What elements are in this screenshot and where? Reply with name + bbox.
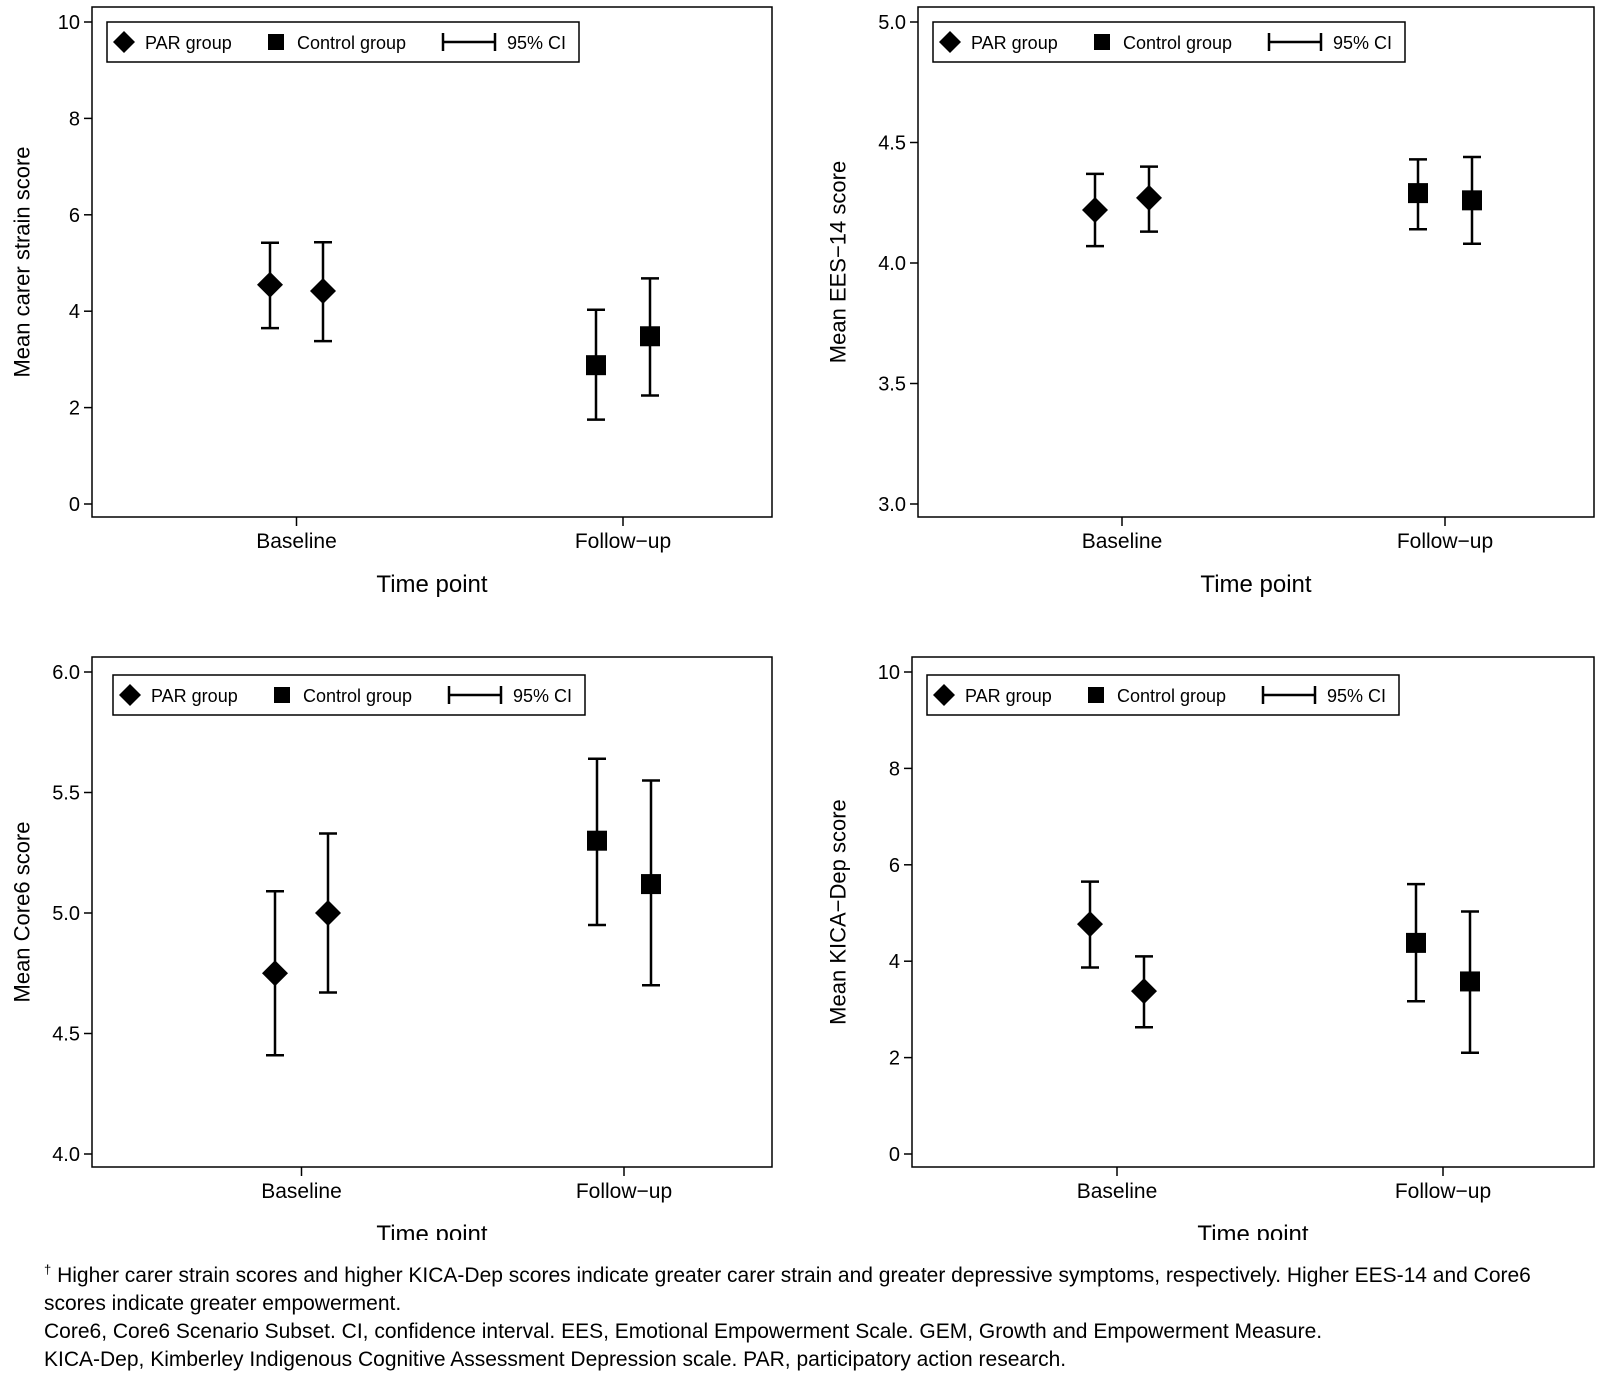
footnote-dagger: †: [44, 1262, 52, 1277]
legend-par-label: PAR group: [145, 33, 232, 53]
par-point: [1136, 184, 1162, 211]
panel-1-legend: PAR group Control group 95% CI: [106, 21, 580, 63]
control-point: [586, 355, 606, 376]
y-axis-label: Mean EES−14 score: [826, 161, 851, 363]
control-point: [641, 874, 661, 895]
y-axis-label: Mean Core6 score: [10, 822, 35, 1003]
y-tick-label: 2: [69, 398, 80, 420]
control-point: [1462, 190, 1482, 211]
y-tick-label: 4.0: [52, 1144, 80, 1166]
control-point: [587, 830, 607, 851]
legend-control-label: Control group: [303, 686, 412, 706]
control-point: [1460, 971, 1480, 992]
legend-control-label: Control group: [1117, 686, 1226, 706]
legend-par-label: PAR group: [151, 686, 238, 706]
legend-par-label: PAR group: [965, 686, 1052, 706]
x-tick-label: Follow−up: [1395, 1180, 1491, 1203]
panel-2-frame: [917, 6, 1595, 518]
legend-control-marker: [268, 34, 284, 50]
y-tick-label: 4: [889, 951, 900, 973]
control-point: [1408, 183, 1428, 204]
par-point: [315, 900, 341, 926]
y-tick-label: 0: [69, 494, 80, 516]
legend-control-marker: [274, 687, 290, 703]
legend-par-marker: [933, 684, 955, 706]
y-tick-label: 3.0: [878, 494, 906, 516]
legend-ci-label: 95% CI: [513, 686, 572, 706]
y-tick-label: 8: [889, 758, 900, 780]
chart-grid: 0 2 4 6 8 10 Mean carer strain score Baseline Fo…: [10, 6, 1595, 1240]
legend-box: [932, 21, 1406, 63]
par-point: [262, 960, 288, 987]
footnote-line-3: KICA-Dep, Kimberley Indigenous Cognitive…: [44, 1348, 1067, 1371]
legend-control-marker: [1088, 687, 1104, 703]
x-axis-label: Time point: [1200, 571, 1311, 598]
y-axis-label: Mean KICA−Dep score: [826, 799, 851, 1025]
control-point: [1406, 932, 1426, 953]
x-axis-label: Time point: [376, 571, 487, 598]
panel-2-legend: PAR group Control group 95% CI: [932, 21, 1406, 63]
panel-1-frame: [91, 6, 773, 518]
par-point: [1131, 978, 1157, 1005]
x-axis-label: Time point: [1197, 1221, 1308, 1240]
par-point: [1077, 911, 1103, 938]
legend-ci-label: 95% CI: [1333, 33, 1392, 53]
y-tick-label: 2: [889, 1048, 900, 1070]
panel-2: 3.0 3.5 4.0 4.5 5.0 Mean EES−14 score Baseline…: [826, 6, 1595, 598]
panel-1: 0 2 4 6 8 10 Mean carer strain score Baseline Fo…: [10, 6, 773, 598]
par-point: [310, 277, 336, 304]
x-tick-label: Baseline: [256, 530, 337, 553]
legend-ci-label: 95% CI: [507, 33, 566, 53]
panel-4-frame: [911, 656, 1595, 1168]
legend-control-label: Control group: [297, 33, 406, 53]
panel-4: 0 2 4 6 8 10 Mean KICA−Dep score Baseline Follow…: [826, 656, 1595, 1240]
x-tick-label: Baseline: [1077, 1180, 1158, 1203]
control-point: [640, 326, 660, 347]
y-tick-label: 5.0: [878, 12, 906, 34]
panel-4-legend: PAR group Control group 95% CI: [926, 674, 1400, 716]
legend-box: [106, 21, 580, 63]
y-tick-label: 0: [889, 1144, 900, 1166]
y-tick-label: 5.5: [52, 783, 80, 805]
footnote-line-1: Higher carer strain scores and higher KI…: [44, 1264, 1531, 1315]
x-tick-label: Baseline: [1082, 530, 1163, 553]
y-tick-label: 4.5: [878, 133, 906, 155]
y-tick-label: 4.0: [878, 253, 906, 275]
legend-par-marker: [113, 31, 135, 53]
legend-control-marker: [1094, 34, 1110, 50]
footnote-line-2: Core6, Core6 Scenario Subset. CI, confid…: [44, 1320, 1323, 1343]
y-tick-label: 3.5: [878, 374, 906, 396]
panel-3-frame: [91, 656, 773, 1168]
x-axis-label: Time point: [376, 1221, 487, 1240]
y-tick-label: 5.0: [52, 903, 80, 925]
legend-ci-label: 95% CI: [1327, 686, 1386, 706]
legend-par-label: PAR group: [971, 33, 1058, 53]
legend-par-marker: [119, 684, 141, 706]
y-tick-label: 6: [889, 855, 900, 877]
y-tick-label: 10: [58, 12, 80, 34]
x-tick-label: Follow−up: [575, 530, 671, 553]
par-point: [1082, 196, 1108, 223]
x-tick-label: Follow−up: [576, 1180, 672, 1203]
legend-control-label: Control group: [1123, 33, 1232, 53]
legend-box: [112, 674, 586, 716]
y-tick-label: 4: [69, 301, 80, 323]
par-point: [257, 271, 283, 298]
panel-3: 4.0 4.5 5.0 5.5 6.0 Mean Core6 score Baseline F…: [10, 656, 773, 1240]
y-tick-label: 6.0: [52, 662, 80, 684]
y-tick-label: 6: [69, 205, 80, 227]
x-tick-label: Baseline: [261, 1180, 342, 1203]
legend-box: [926, 674, 1400, 716]
y-axis-label: Mean carer strain score: [10, 146, 35, 377]
panel-3-legend: PAR group Control group 95% CI: [112, 674, 586, 716]
legend-par-marker: [939, 31, 961, 53]
footnote: † Higher carer strain scores and higher …: [44, 1256, 1564, 1374]
y-tick-label: 10: [878, 662, 900, 684]
y-tick-label: 8: [69, 108, 80, 130]
footnote-text-1: † Higher carer strain scores and higher …: [44, 1256, 1564, 1318]
y-tick-label: 4.5: [52, 1024, 80, 1046]
x-tick-label: Follow−up: [1397, 530, 1493, 553]
